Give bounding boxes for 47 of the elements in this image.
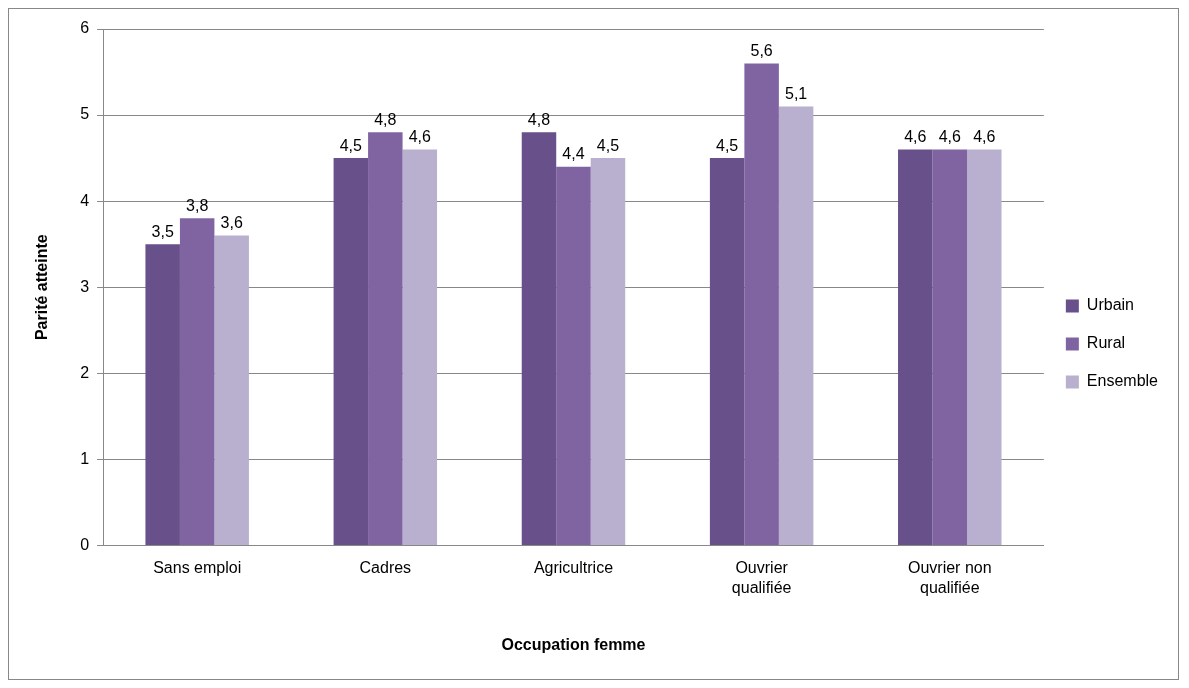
bar bbox=[333, 158, 369, 545]
x-tick-label: Cadres bbox=[359, 559, 412, 577]
data-label: 3,8 bbox=[186, 196, 209, 214]
y-tick-label: 6 bbox=[80, 19, 90, 37]
y-tick-label: 1 bbox=[80, 449, 90, 467]
bar bbox=[145, 244, 180, 545]
x-tick-label: Ouvrier qualifiée bbox=[731, 559, 792, 596]
bar bbox=[778, 106, 814, 545]
bar bbox=[402, 149, 438, 545]
bar bbox=[744, 63, 779, 545]
y-tick-label: 0 bbox=[80, 535, 90, 553]
bar bbox=[521, 132, 557, 545]
data-label: 4,6 bbox=[408, 127, 432, 145]
bar bbox=[214, 235, 249, 545]
data-label: 4,6 bbox=[973, 127, 996, 145]
legend-label: Ensemble bbox=[1086, 372, 1159, 390]
data-label: 4,5 bbox=[716, 136, 739, 154]
bar bbox=[898, 149, 933, 545]
data-label: 5,6 bbox=[750, 41, 773, 59]
bar bbox=[967, 149, 1002, 545]
x-tick-label: Ouvrier non qualifiée bbox=[907, 559, 992, 596]
bar bbox=[590, 158, 626, 545]
x-tick-label: Agricultrice bbox=[533, 559, 614, 577]
data-label: 3,6 bbox=[220, 213, 243, 231]
data-label: 4,6 bbox=[904, 127, 927, 145]
data-label: 4,8 bbox=[527, 110, 551, 128]
y-tick-label: 4 bbox=[80, 191, 90, 209]
bar bbox=[179, 218, 215, 545]
data-label: 4,6 bbox=[938, 127, 961, 145]
data-label: 4,8 bbox=[374, 110, 397, 128]
bar bbox=[556, 166, 591, 545]
y-tick-label: 3 bbox=[80, 277, 90, 295]
data-label: 4,5 bbox=[339, 136, 363, 154]
bar bbox=[709, 158, 745, 545]
data-label: 5,1 bbox=[784, 84, 808, 102]
data-label: 3,5 bbox=[151, 222, 174, 240]
data-label: 4,4 bbox=[562, 145, 585, 163]
legend-label: Urbain bbox=[1086, 296, 1134, 314]
y-tick-label: 2 bbox=[80, 363, 90, 381]
x-tick-label: Sans emploi bbox=[153, 559, 242, 577]
legend-label: Rural bbox=[1086, 334, 1126, 352]
y-axis-title: Parité atteinte bbox=[33, 234, 51, 341]
bar bbox=[932, 149, 968, 545]
x-axis-title: Occupation femme bbox=[501, 635, 646, 653]
data-label: 4,5 bbox=[596, 136, 620, 154]
y-tick-label: 5 bbox=[80, 105, 90, 123]
bar bbox=[368, 132, 403, 545]
